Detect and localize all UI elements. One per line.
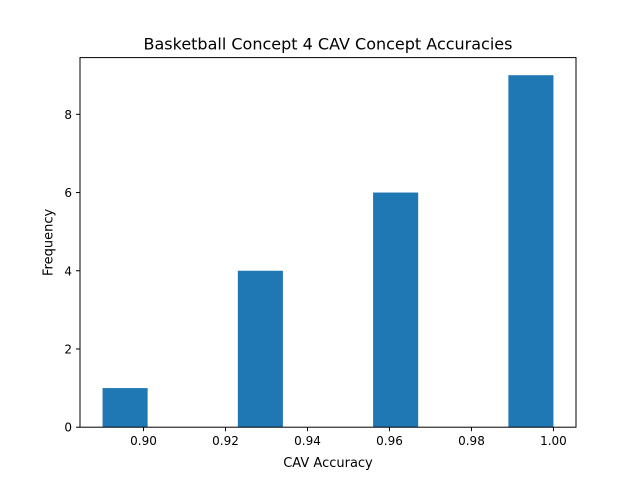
chart-title: Basketball Concept 4 CAV Concept Accurac… [144,35,513,54]
y-axis-ticks: 0 2 4 6 8 [64,108,80,435]
x-tick-label-1: 0.92 [212,434,239,448]
plot-frame [79,57,577,428]
x-axis-ticks: 0.90 0.92 0.94 0.96 0.98 1.00 [130,427,567,448]
x-tick-label-5: 1.00 [540,434,567,448]
y-tick-label-0: 0 [64,421,72,435]
x-tick-label-3: 0.96 [376,434,403,448]
y-axis-label: Frequency [42,209,57,276]
histogram-bar-6 [373,192,419,428]
x-tick-label-4: 0.98 [458,434,485,448]
x-tick-label-2: 0.94 [294,434,321,448]
x-axis-label: CAV Accuracy [283,456,373,471]
bars-group [102,75,554,428]
y-tick-label-2: 4 [64,264,72,278]
x-tick-label-0: 0.90 [130,434,157,448]
y-tick-label-1: 2 [64,342,72,356]
histogram-bar-3 [237,270,283,428]
y-tick-label-3: 6 [64,186,72,200]
histogram-bar-9 [508,75,554,428]
y-tick-label-4: 8 [64,108,72,122]
histogram-bar-0 [102,388,148,428]
